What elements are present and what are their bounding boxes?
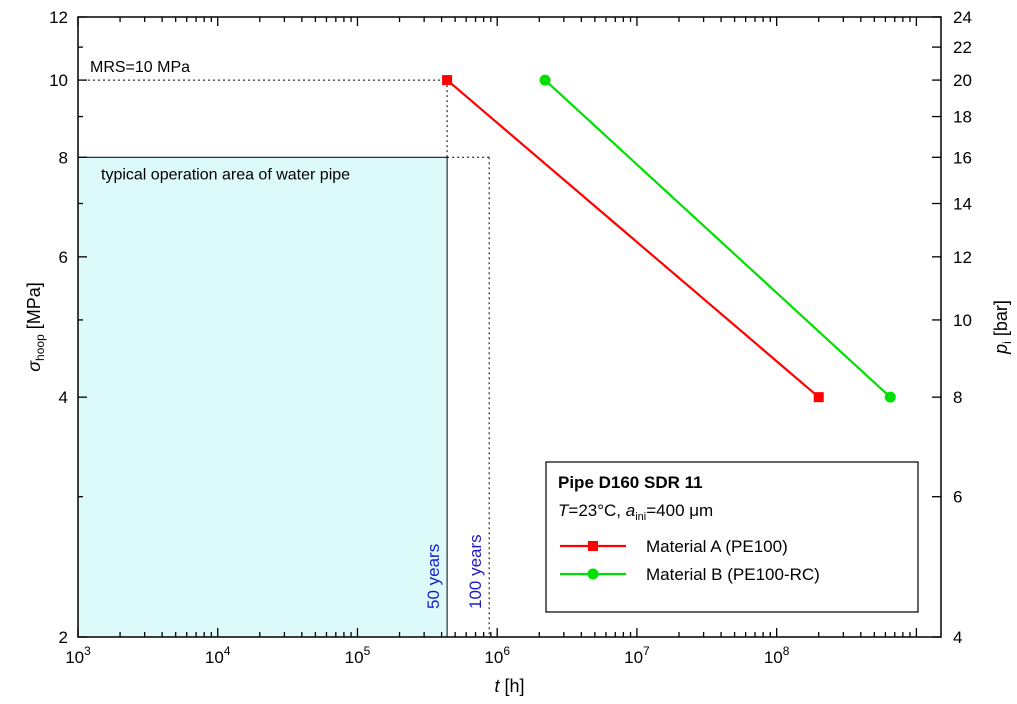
y-tick-label: 4: [59, 388, 68, 407]
operation-area: [77, 156, 448, 638]
series-line-1: [446, 79, 820, 398]
y2-tick-label: 10: [953, 311, 972, 330]
hundred-years-label: 100 years: [466, 534, 485, 609]
x-tick-label: 103: [65, 644, 91, 667]
y2-tick-label: 8: [953, 388, 962, 407]
data-point: [539, 74, 551, 86]
y2-tick-label: 6: [953, 488, 962, 507]
series-line-2: [544, 79, 891, 398]
y-tick-label: 12: [49, 8, 68, 27]
y2-tick-label: 16: [953, 148, 972, 167]
y2-tick-label: 24: [953, 8, 972, 27]
y-tick-label: 6: [59, 248, 68, 267]
legend-marker-1: [588, 541, 598, 551]
y2-tick-label: 14: [953, 195, 972, 214]
y-tick-label: 2: [59, 628, 68, 647]
y-axis-label: σhoop [MPa]: [24, 282, 47, 372]
legend-label-1: Material A (PE100): [646, 537, 788, 556]
y2-axis-label: pi [bar]: [991, 300, 1014, 355]
y2-tick-label: 12: [953, 248, 972, 267]
y2-tick-label: 22: [953, 38, 972, 57]
data-point: [813, 392, 824, 403]
series-group: [442, 74, 896, 403]
x-tick-label: 104: [205, 644, 231, 667]
legend: Pipe D160 SDR 11 T=23°C, aini=400 μm Mat…: [545, 461, 919, 613]
x-tick-label: 108: [764, 644, 790, 667]
y2-tick-label: 20: [953, 71, 972, 90]
legend-condition: T=23°C, aini=400 μm: [558, 501, 713, 523]
y-tick-label: 10: [49, 71, 68, 90]
mrs-label: MRS=10 MPa: [90, 59, 190, 76]
axis-tick-labels: 103 104 105 106 107 1082468101246810121416182…: [49, 8, 972, 667]
legend-entries: Material A (PE100) Material B (PE100-RC): [560, 537, 820, 584]
data-point: [884, 391, 896, 403]
data-point: [442, 75, 453, 86]
y2-tick-label: 18: [953, 108, 972, 127]
guide-lines: [78, 79, 490, 637]
x-axis-label: t [h]: [494, 676, 524, 696]
plot-frame: [77, 16, 942, 638]
operation-area-label: typical operation area of water pipe: [101, 166, 350, 183]
legend-box: [545, 461, 919, 613]
fifty-years-label: 50 years: [424, 544, 443, 609]
y-tick-label: 8: [59, 148, 68, 167]
axis-ticks: [77, 16, 941, 638]
legend-label-2: Material B (PE100-RC): [646, 565, 820, 584]
x-tick-label: 105: [345, 644, 371, 667]
x-tick-label: 106: [484, 644, 510, 667]
legend-title: Pipe D160 SDR 11: [558, 473, 703, 492]
x-tick-label: 107: [624, 644, 650, 667]
y2-tick-label: 4: [953, 628, 962, 647]
legend-marker-2: [587, 568, 599, 580]
